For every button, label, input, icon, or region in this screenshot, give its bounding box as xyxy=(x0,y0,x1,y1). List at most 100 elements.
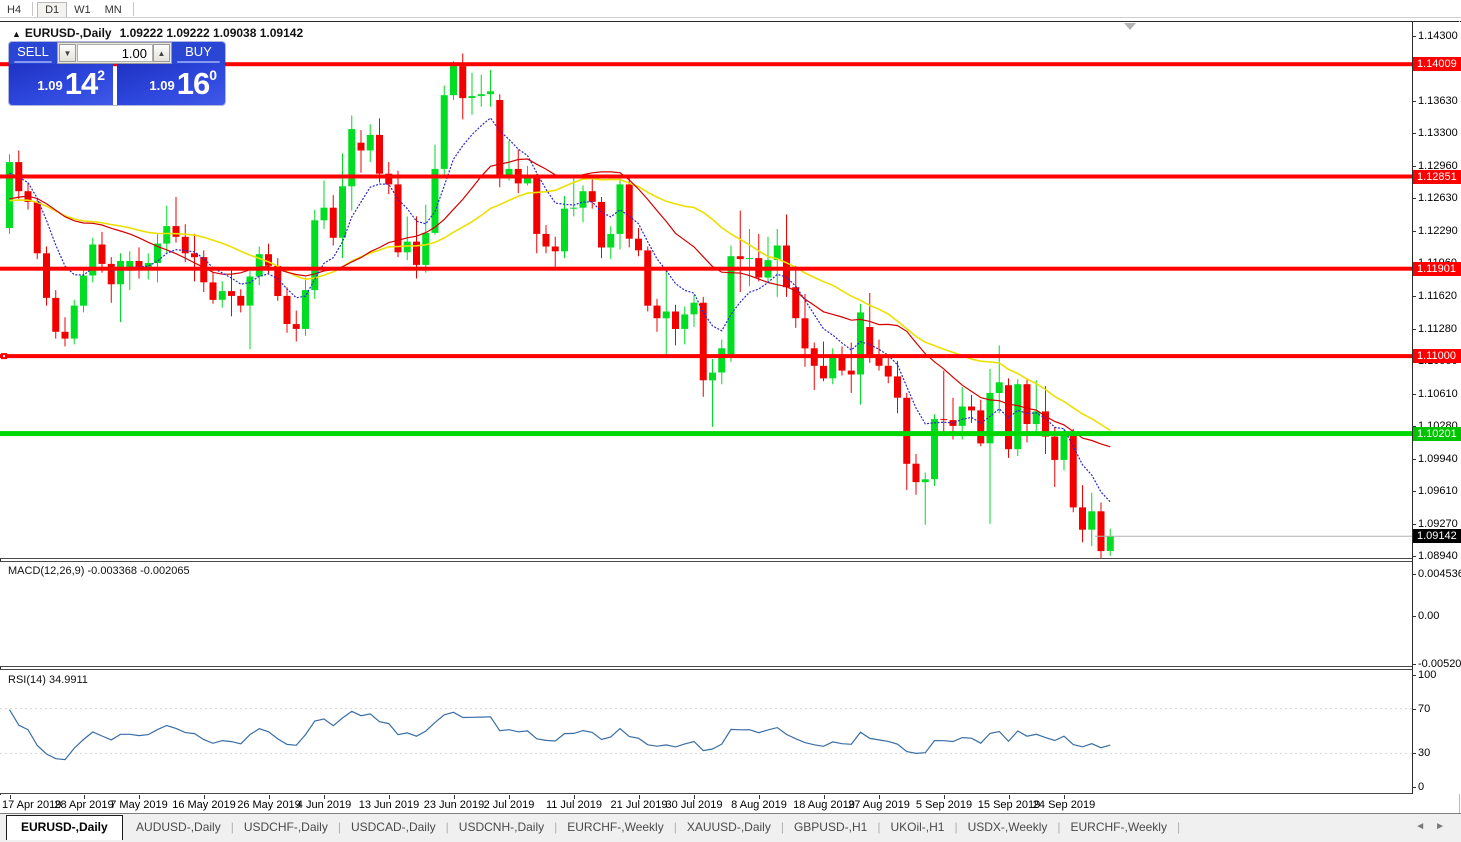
sell-button-label: SELL xyxy=(17,44,49,59)
timeframe-button-mn[interactable]: MN xyxy=(104,4,122,16)
axis-tick xyxy=(1412,556,1416,557)
ma-mid-line xyxy=(9,158,1111,448)
buy-price-sup: 0 xyxy=(209,67,217,83)
chart-tab-gbpusd-h1[interactable]: GBPUSD-,H1 xyxy=(793,820,868,834)
tab-divider: | xyxy=(554,820,558,834)
pane-splitter[interactable] xyxy=(0,669,1461,670)
level-price-label: 1.12851 xyxy=(1413,170,1461,184)
level-line xyxy=(0,266,1412,271)
volume-decrease-button[interactable]: ▼ xyxy=(59,44,76,62)
macd-pane[interactable] xyxy=(0,562,1412,666)
chart-tab-eurchf-weekly[interactable]: EURCHF-,Weekly xyxy=(1070,820,1167,834)
pane-splitter[interactable] xyxy=(0,558,1461,559)
price-axis-label: 1.09270 xyxy=(1418,518,1458,530)
axis-tick xyxy=(1412,36,1416,37)
symbol-arrow-icon: ▲ xyxy=(12,29,21,39)
axis-tick xyxy=(1412,675,1416,676)
time-axis-label: 7 May 2019 xyxy=(110,799,168,811)
price-axis-label: 1.13300 xyxy=(1418,127,1458,139)
macd-axis-label: 0.004536 xyxy=(1418,568,1461,580)
tabbar-scroll-left-icon[interactable]: ◄ xyxy=(1415,821,1436,832)
rsi-axis-label: 100 xyxy=(1418,669,1437,681)
timeframe-toolbar: H4 D1 W1 MN xyxy=(0,0,1461,18)
chart-tab-xauusd-daily[interactable]: XAUUSD-,Daily xyxy=(686,820,771,834)
timeframe-button-w1[interactable]: W1 xyxy=(74,4,91,16)
price-axis-label: 1.08940 xyxy=(1418,550,1458,562)
tab-divider: | xyxy=(780,820,784,834)
chart-tab-usdcnh-daily[interactable]: USDCNH-,Daily xyxy=(458,820,545,834)
chart-tab-usdchf-daily[interactable]: USDCHF-,Daily xyxy=(243,820,328,834)
time-axis-tick xyxy=(454,795,455,799)
time-axis-tick xyxy=(639,795,640,799)
chart-header: ▲ EURUSD-,Daily 1.09222 1.09222 1.09038 1.… xyxy=(12,26,303,40)
time-axis-label: 5 Sep 2019 xyxy=(915,799,973,811)
rsi-label: RSI(14) 34.9911 xyxy=(8,674,88,686)
chart-window-border-top xyxy=(0,21,1461,22)
price-axis-label: 1.09610 xyxy=(1418,485,1458,497)
price-axis-label: 1.10610 xyxy=(1418,388,1458,400)
sell-price-panel[interactable]: 1.09142 xyxy=(9,64,113,105)
timeframe-button-h4[interactable]: H4 xyxy=(7,4,22,16)
sell-button[interactable]: SELL xyxy=(9,42,57,64)
tab-divider: | xyxy=(337,820,341,834)
axis-tick xyxy=(1412,574,1416,575)
buy-price-big: 16 xyxy=(176,66,210,101)
buy-button-underline xyxy=(177,61,220,63)
axis-tick xyxy=(1412,616,1416,617)
chart-shift-marker-icon[interactable] xyxy=(1124,23,1136,30)
buy-button[interactable]: BUY xyxy=(172,42,225,64)
axis-tick xyxy=(1412,394,1416,395)
macd-axis-label: -0.005205 xyxy=(1418,658,1461,670)
axis-tick xyxy=(1412,101,1416,102)
price-axis-label: 1.12290 xyxy=(1418,225,1458,237)
chart-tab-usdx-weekly[interactable]: USDX-,Weekly xyxy=(967,820,1048,834)
current-price-label: 1.09142 xyxy=(1413,529,1461,543)
level-line xyxy=(0,354,1412,359)
time-axis-label: 28 Apr 2019 xyxy=(54,799,114,811)
axis-tick xyxy=(1412,426,1416,427)
time-axis-label: 4 Jun 2019 xyxy=(296,799,352,811)
axis-tick xyxy=(1412,133,1416,134)
toolbar-divider xyxy=(132,1,134,16)
axis-tick xyxy=(1412,709,1416,710)
chart-tab-eurusd-daily[interactable]: EURUSD-,Daily xyxy=(6,815,123,840)
macd-label: MACD(12,26,9) -0.003368 -0.002065 xyxy=(8,565,190,577)
time-axis-tick xyxy=(139,795,140,799)
buy-price-panel[interactable]: 1.09160 xyxy=(117,64,225,105)
candle-bodies-bull xyxy=(6,66,1114,551)
toolbar-divider xyxy=(32,1,34,16)
pane-splitter[interactable] xyxy=(0,561,1461,562)
tab-divider: | xyxy=(445,820,449,834)
sell-button-underline xyxy=(14,61,52,63)
timeframe-button-d1[interactable]: D1 xyxy=(37,2,68,18)
chart-tab-usdcad-daily[interactable]: USDCAD-,Daily xyxy=(350,820,436,834)
time-axis[interactable]: 17 Apr 2019 28 Apr 2019 7 May 2019 16 May 2… xyxy=(0,795,1412,813)
tabbar-scroll-right-icon[interactable]: ► xyxy=(1435,821,1455,832)
tab-divider: | xyxy=(673,820,677,834)
price-axis-label: 1.13630 xyxy=(1418,95,1458,107)
price-axis[interactable]: 1.143001.139701.136301.133001.129601.126… xyxy=(1412,22,1461,794)
ohlc-values: 1.09222 1.09222 1.09038 1.09142 xyxy=(119,26,304,40)
price-chart-pane[interactable] xyxy=(0,22,1412,558)
tab-divider: | xyxy=(1057,820,1061,834)
pane-splitter[interactable] xyxy=(0,666,1461,667)
tab-divider: | xyxy=(877,820,881,834)
axis-tick xyxy=(1412,787,1416,788)
time-axis-tick xyxy=(694,795,695,799)
chart-tab-ukoil-h1[interactable]: UKOil-,H1 xyxy=(890,820,945,834)
chart-tab-eurchf-weekly[interactable]: EURCHF-,Weekly xyxy=(567,820,664,834)
volume-increase-button[interactable]: ▲ xyxy=(153,44,170,62)
price-axis-label: 1.14300 xyxy=(1418,30,1458,42)
price-axis-label: 1.11620 xyxy=(1418,290,1457,302)
rsi-pane[interactable] xyxy=(0,670,1412,793)
level-line xyxy=(0,62,1412,67)
rsi-axis-label: 70 xyxy=(1418,703,1431,715)
time-axis-tick xyxy=(324,795,325,799)
time-axis-tick xyxy=(269,795,270,799)
volume-input[interactable] xyxy=(77,44,153,62)
sell-price-small: 1.09 xyxy=(37,78,63,93)
chart-tab-audusd-daily[interactable]: AUDUSD-,Daily xyxy=(136,820,221,834)
candle-wicks-bull xyxy=(9,61,1111,556)
time-axis-label: 8 Aug 2019 xyxy=(731,799,787,811)
